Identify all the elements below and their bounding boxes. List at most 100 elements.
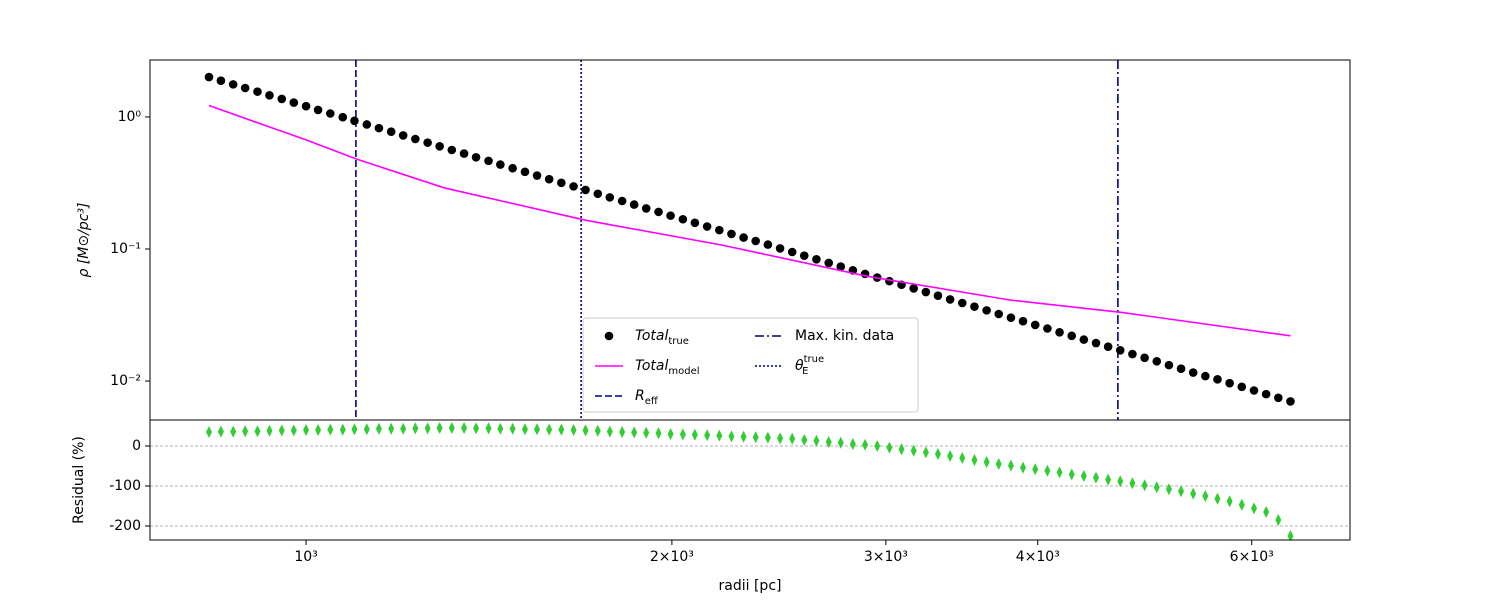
legend-label: Totalmodel <box>635 358 700 377</box>
diamond-point <box>509 422 516 435</box>
diamond-point <box>1105 473 1112 486</box>
data-point <box>994 309 1004 319</box>
plot-area <box>150 422 1350 540</box>
legend-label-name: Total <box>635 328 668 344</box>
data-point <box>1140 353 1149 363</box>
diamond-point <box>290 424 297 437</box>
diamond-point <box>315 424 322 436</box>
diamond-point <box>363 423 370 436</box>
data-point <box>532 171 542 180</box>
data-point <box>1043 324 1052 333</box>
diamond-point <box>1068 468 1075 481</box>
diamond-point <box>558 423 565 436</box>
diamond-point <box>1287 530 1294 540</box>
data-point <box>763 240 773 249</box>
data-point <box>459 149 469 158</box>
y-tick-label: 10⁻² <box>110 373 141 389</box>
data-point <box>435 142 444 151</box>
data-point <box>520 167 530 177</box>
diamond-point <box>1214 492 1221 505</box>
diamond-point <box>825 436 832 448</box>
data-point <box>799 251 809 260</box>
data-point <box>216 76 226 86</box>
legend-label-name: R <box>635 388 645 404</box>
x-tick-label: 10³ <box>294 549 317 565</box>
diamond-point <box>485 422 492 435</box>
data-point <box>641 204 651 213</box>
data-point <box>386 127 396 137</box>
legend-label: Max. kin. data <box>795 328 894 344</box>
data-point <box>557 178 566 188</box>
diamond-point <box>436 422 443 434</box>
diamond-point <box>351 423 358 436</box>
data-point <box>471 152 481 162</box>
legend-label-sub: E <box>802 366 808 377</box>
diamond-point <box>400 422 407 435</box>
diamond-point <box>886 441 893 454</box>
diamond-point <box>1202 490 1209 502</box>
diamond-point <box>1117 475 1124 488</box>
diamond-point <box>1165 483 1172 496</box>
data-point <box>970 302 979 311</box>
diamond-point <box>546 423 553 436</box>
diamond-point <box>667 428 674 440</box>
diamond-point <box>1226 495 1233 508</box>
diamond-point <box>1032 463 1039 476</box>
data-point <box>1152 357 1162 366</box>
data-point <box>836 262 846 271</box>
diamond-point <box>303 424 310 436</box>
y-tick-label: 10⁻¹ <box>110 241 141 257</box>
diamond-point <box>461 422 468 434</box>
legend-label-sub: eff <box>645 396 659 407</box>
data-point <box>423 138 432 147</box>
diamond-point <box>910 444 917 457</box>
diamond-point <box>448 422 455 434</box>
diamond-point <box>728 430 735 443</box>
data-point <box>253 87 262 96</box>
data-point <box>957 298 967 308</box>
data-point <box>581 185 590 195</box>
model-line <box>208 104 1291 337</box>
data-point <box>921 287 931 297</box>
legend-box <box>582 317 919 413</box>
data-point <box>265 90 274 100</box>
data-point <box>326 109 335 118</box>
diamond-point <box>1190 487 1197 500</box>
diamond-point <box>521 423 528 436</box>
diamond-point <box>631 426 638 439</box>
data-point <box>398 131 408 140</box>
legend-handle <box>604 331 614 341</box>
y-axis-label: ρ [M⊙/pc³] <box>76 203 92 278</box>
diamond-point <box>1263 506 1270 518</box>
x-tick-label: 4×10³ <box>1016 549 1060 565</box>
diamond-point <box>339 423 346 436</box>
diamond-point <box>1007 459 1014 472</box>
data-point <box>775 244 785 253</box>
data-point <box>484 156 493 166</box>
data-point <box>338 112 348 122</box>
diamond-point <box>691 428 698 441</box>
data-point <box>1091 338 1101 348</box>
diamond-point <box>716 429 723 442</box>
data-point <box>289 98 299 107</box>
diamond-point <box>983 456 990 468</box>
data-point <box>277 94 287 104</box>
y-tick-label: 0 <box>132 438 141 454</box>
legend-label-sub: model <box>668 366 699 377</box>
diamond-point <box>764 431 771 444</box>
data-point <box>1188 368 1198 377</box>
data-point <box>727 229 736 239</box>
diamond-point <box>497 422 504 435</box>
diamond-point <box>1080 470 1087 482</box>
diamond-point <box>582 424 589 437</box>
diamond-point <box>679 428 686 441</box>
x-axis-label: radii [pc] <box>719 578 782 594</box>
data-point <box>374 123 384 133</box>
legend-label-name: θ <box>795 358 804 374</box>
diamond-point <box>375 422 382 435</box>
diamond-point <box>1141 479 1148 492</box>
data-point <box>544 174 554 184</box>
diamond-point <box>934 448 941 460</box>
data-point <box>1103 342 1113 352</box>
diamond-point <box>813 434 820 447</box>
